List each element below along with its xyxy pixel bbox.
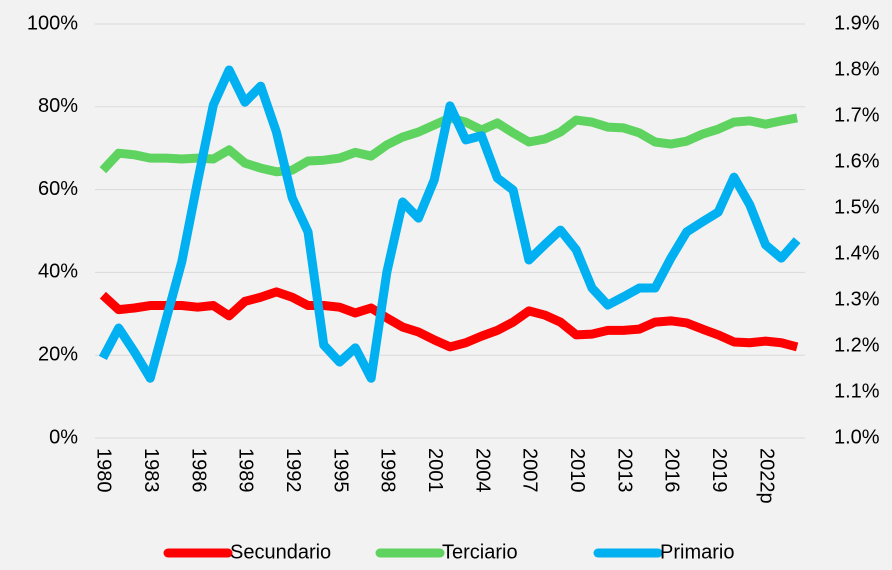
- x-tick-label: 2013: [613, 448, 635, 493]
- y2-tick-label: 1.4%: [834, 242, 880, 264]
- x-tick-label: 1998: [377, 448, 399, 493]
- y2-tick-label: 1.9%: [834, 12, 880, 34]
- y2-tick-label: 1.8%: [834, 58, 880, 80]
- y-tick-label: 80%: [38, 95, 78, 117]
- x-tick-label: 1992: [282, 448, 304, 493]
- y2-tick-label: 1.6%: [834, 150, 880, 172]
- y-tick-label: 0%: [49, 426, 78, 448]
- y-tick-label: 60%: [38, 178, 78, 200]
- x-tick-label: 2019: [708, 448, 730, 493]
- legend-label: Primario: [660, 541, 734, 563]
- y2-tick-label: 1.5%: [834, 196, 880, 218]
- y2-tick-label: 1.2%: [834, 334, 880, 356]
- series-line: [98, 65, 801, 383]
- y2-tick-label: 1.1%: [834, 380, 880, 402]
- x-tick-label: 1980: [93, 448, 115, 493]
- x-tick-label: 2022p: [755, 448, 777, 504]
- x-tick-label: 2001: [424, 448, 446, 493]
- series-line: [99, 287, 799, 352]
- x-tick-label: 1983: [140, 448, 162, 493]
- legend-label: Terciario: [442, 541, 518, 563]
- x-tick-label: 2004: [471, 448, 493, 493]
- y2-tick-label: 1.3%: [834, 288, 880, 310]
- x-tick-label: 2010: [566, 448, 588, 493]
- y2-tick-label: 1.7%: [834, 104, 880, 126]
- y-tick-label: 20%: [38, 343, 78, 365]
- y-tick-label: 100%: [27, 12, 78, 34]
- legend-label: Secundario: [230, 541, 331, 563]
- x-tick-label: 1986: [187, 448, 209, 493]
- y2-tick-label: 1.0%: [834, 426, 880, 448]
- y-tick-label: 40%: [38, 261, 78, 283]
- x-tick-label: 2016: [661, 448, 683, 493]
- x-tick-label: 1989: [235, 448, 257, 493]
- x-tick-label: 1995: [329, 448, 351, 493]
- x-tick-label: 2007: [519, 448, 541, 493]
